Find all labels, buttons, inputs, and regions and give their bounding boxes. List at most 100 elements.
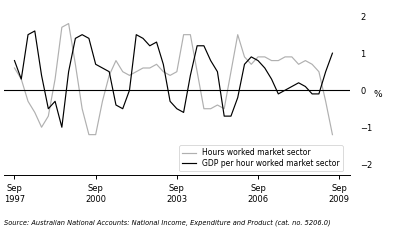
Hours worked market sector (303, 59, 308, 62)
Hours worked market sector (262, 56, 267, 58)
GDP per hour worked market sector (229, 115, 233, 118)
Legend: Hours worked market sector, GDP per hour worked market sector: Hours worked market sector, GDP per hour… (179, 145, 343, 171)
Hours worked market sector (120, 70, 125, 73)
Hours worked market sector (168, 74, 172, 77)
GDP per hour worked market sector (256, 59, 260, 62)
GDP per hour worked market sector (161, 63, 166, 66)
GDP per hour worked market sector (283, 89, 287, 91)
GDP per hour worked market sector (26, 33, 31, 36)
Y-axis label: %: % (374, 90, 382, 99)
GDP per hour worked market sector (215, 70, 220, 73)
Hours worked market sector (276, 59, 281, 62)
Hours worked market sector (73, 63, 78, 66)
GDP per hour worked market sector (303, 85, 308, 88)
GDP per hour worked market sector (168, 100, 172, 103)
GDP per hour worked market sector (141, 37, 145, 40)
GDP per hour worked market sector (296, 81, 301, 84)
Hours worked market sector (195, 70, 200, 73)
GDP per hour worked market sector (174, 107, 179, 110)
GDP per hour worked market sector (39, 74, 44, 77)
Hours worked market sector (323, 100, 328, 103)
GDP per hour worked market sector (310, 93, 314, 95)
Hours worked market sector (289, 56, 294, 58)
Hours worked market sector (296, 63, 301, 66)
Hours worked market sector (147, 67, 152, 69)
Hours worked market sector (100, 100, 105, 103)
GDP per hour worked market sector (181, 111, 186, 114)
GDP per hour worked market sector (154, 41, 159, 43)
GDP per hour worked market sector (235, 96, 240, 99)
Hours worked market sector (39, 126, 44, 128)
GDP per hour worked market sector (195, 44, 200, 47)
Hours worked market sector (127, 74, 132, 77)
GDP per hour worked market sector (12, 59, 17, 62)
GDP per hour worked market sector (120, 107, 125, 110)
Hours worked market sector (222, 107, 227, 110)
GDP per hour worked market sector (93, 63, 98, 66)
Hours worked market sector (269, 59, 274, 62)
GDP per hour worked market sector (33, 30, 37, 32)
GDP per hour worked market sector (66, 70, 71, 73)
GDP per hour worked market sector (100, 67, 105, 69)
Hours worked market sector (53, 78, 58, 80)
Hours worked market sector (330, 133, 335, 136)
Hours worked market sector (310, 63, 314, 66)
Hours worked market sector (188, 33, 193, 36)
Hours worked market sector (229, 70, 233, 73)
Hours worked market sector (141, 67, 145, 69)
Hours worked market sector (283, 56, 287, 58)
GDP per hour worked market sector (323, 70, 328, 73)
Hours worked market sector (26, 100, 31, 103)
Hours worked market sector (202, 107, 206, 110)
GDP per hour worked market sector (249, 56, 254, 58)
Hours worked market sector (215, 104, 220, 106)
GDP per hour worked market sector (107, 70, 112, 73)
Hours worked market sector (46, 115, 51, 118)
GDP per hour worked market sector (202, 44, 206, 47)
Hours worked market sector (154, 63, 159, 66)
Hours worked market sector (161, 70, 166, 73)
Hours worked market sector (60, 26, 64, 29)
Line: GDP per hour worked market sector: GDP per hour worked market sector (15, 31, 332, 127)
GDP per hour worked market sector (114, 104, 118, 106)
GDP per hour worked market sector (208, 59, 213, 62)
Hours worked market sector (114, 59, 118, 62)
Hours worked market sector (242, 56, 247, 58)
GDP per hour worked market sector (46, 107, 51, 110)
GDP per hour worked market sector (289, 85, 294, 88)
Hours worked market sector (208, 107, 213, 110)
Hours worked market sector (235, 33, 240, 36)
Text: Source: Australian National Accounts: National Income, Expenditure and Product (: Source: Australian National Accounts: Na… (4, 219, 331, 226)
GDP per hour worked market sector (242, 63, 247, 66)
GDP per hour worked market sector (80, 33, 85, 36)
Hours worked market sector (107, 74, 112, 77)
GDP per hour worked market sector (262, 67, 267, 69)
Line: Hours worked market sector: Hours worked market sector (15, 24, 332, 135)
Hours worked market sector (33, 111, 37, 114)
Hours worked market sector (174, 70, 179, 73)
GDP per hour worked market sector (60, 126, 64, 128)
Hours worked market sector (249, 63, 254, 66)
GDP per hour worked market sector (134, 33, 139, 36)
GDP per hour worked market sector (188, 74, 193, 77)
GDP per hour worked market sector (222, 115, 227, 118)
Hours worked market sector (181, 33, 186, 36)
Hours worked market sector (256, 56, 260, 58)
GDP per hour worked market sector (269, 78, 274, 80)
GDP per hour worked market sector (19, 78, 24, 80)
Hours worked market sector (12, 67, 17, 69)
Hours worked market sector (134, 70, 139, 73)
Hours worked market sector (66, 22, 71, 25)
GDP per hour worked market sector (53, 100, 58, 103)
Hours worked market sector (80, 107, 85, 110)
GDP per hour worked market sector (147, 44, 152, 47)
Hours worked market sector (93, 133, 98, 136)
GDP per hour worked market sector (127, 89, 132, 91)
GDP per hour worked market sector (276, 93, 281, 95)
GDP per hour worked market sector (87, 37, 91, 40)
Hours worked market sector (316, 70, 321, 73)
GDP per hour worked market sector (73, 37, 78, 40)
GDP per hour worked market sector (316, 93, 321, 95)
GDP per hour worked market sector (330, 52, 335, 54)
Hours worked market sector (19, 78, 24, 80)
